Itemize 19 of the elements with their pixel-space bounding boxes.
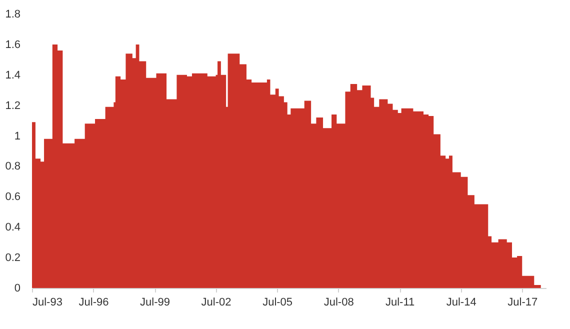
x-tick-label: Jul-17 (508, 296, 538, 308)
y-tick-label: 1.4 (5, 69, 20, 82)
x-tick-label: Jul-11 (385, 296, 415, 308)
x-tick-label: Jul-99 (140, 296, 170, 308)
y-tick-label: 1.8 (5, 8, 20, 20)
y-tick-label: 0.2 (5, 252, 20, 264)
y-tick-label: 1 (14, 130, 20, 142)
y-tick-label: 0.4 (5, 222, 20, 234)
x-tick-label: Jul-96 (78, 296, 109, 308)
x-tick-label: Jul-05 (262, 296, 293, 308)
y-tick-label: 0 (14, 282, 20, 294)
y-tick-label: 1.6 (5, 38, 20, 51)
x-tick-label: Jul-14 (446, 296, 476, 308)
x-tick-label: Jul-08 (324, 296, 354, 308)
x-tick-label: Jul-93 (32, 296, 62, 308)
y-tick-label: 0.6 (5, 191, 20, 204)
y-tick-label: 1.2 (5, 100, 20, 112)
y-tick-label: 0.8 (5, 160, 20, 173)
x-tick-label: Jul-02 (201, 296, 232, 308)
